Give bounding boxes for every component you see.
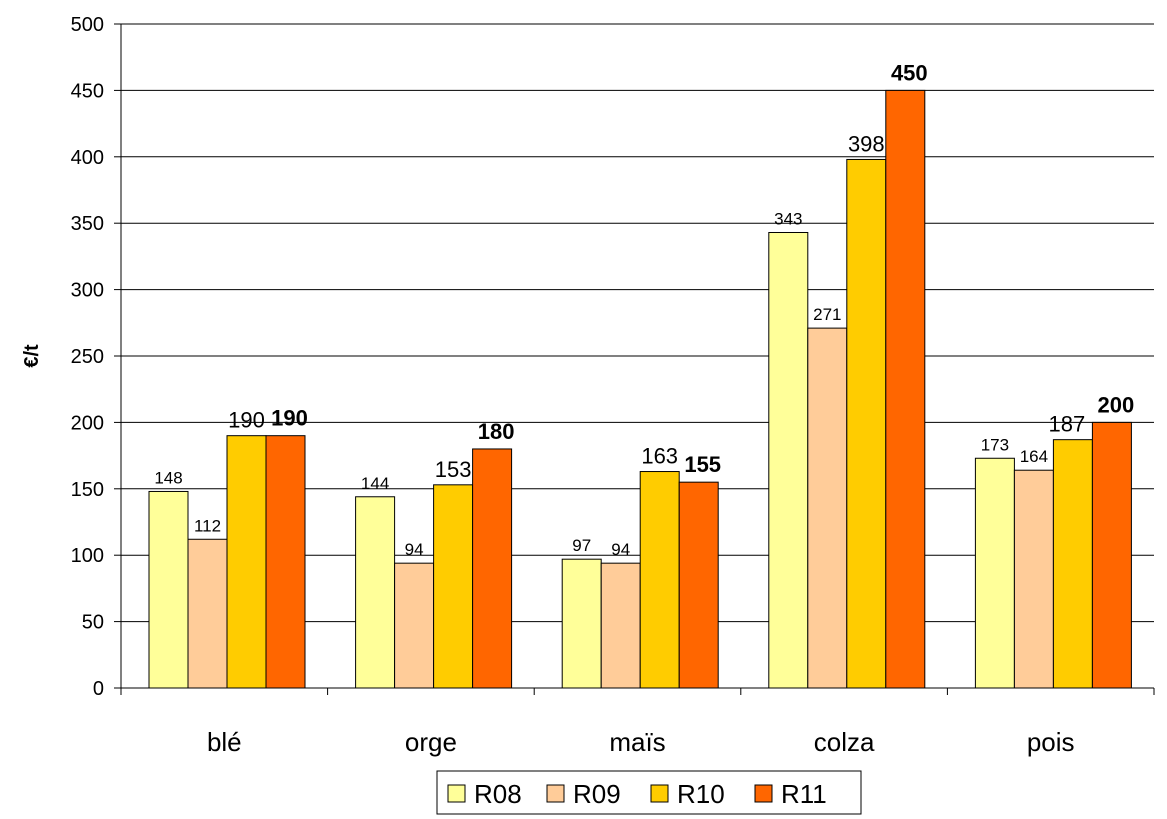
- data-label: 173: [981, 435, 1009, 454]
- y-tick-label: 150: [71, 479, 104, 501]
- data-labels: 148 144 97 343 173 112 94 94 271 164 190 153 163 398 1…: [154, 60, 1134, 559]
- legend-swatch-r08: [447, 784, 466, 803]
- data-label: 398: [848, 131, 885, 156]
- y-tick-label: 50: [82, 612, 104, 634]
- y-tick-label: 500: [71, 14, 104, 36]
- bar-r08: [561, 558, 602, 689]
- bar-r08: [148, 490, 189, 689]
- data-label: 187: [1049, 412, 1086, 437]
- bar-r09: [187, 538, 228, 689]
- y-tick-labels: 0 50 100 150 200 250 300 350 400 450 500: [71, 14, 104, 700]
- x-tick-label: colza: [814, 727, 875, 757]
- y-tick-label: 200: [71, 412, 104, 434]
- y-tick-label: 400: [71, 147, 104, 169]
- y-tick-label: 0: [93, 678, 104, 700]
- legend-label: R09: [573, 779, 621, 809]
- x-tick-label: pois: [1027, 727, 1075, 757]
- data-label: 163: [641, 444, 678, 469]
- bar-r09: [807, 327, 848, 689]
- bar-r10: [1052, 439, 1093, 689]
- data-label: 271: [813, 305, 841, 324]
- bar-r11: [265, 435, 306, 689]
- bar-r11: [678, 481, 719, 689]
- data-label: 144: [361, 474, 389, 493]
- y-tick-label: 350: [71, 213, 104, 235]
- bar-r08: [355, 496, 396, 689]
- legend-swatch-r09: [546, 784, 565, 803]
- data-label: 97: [572, 536, 591, 555]
- bar-r11: [1091, 421, 1132, 689]
- bar-r11: [472, 448, 513, 689]
- y-tick-label: 450: [71, 80, 104, 102]
- bar-r09: [394, 562, 435, 689]
- data-label: 155: [684, 452, 721, 477]
- legend: R08 R09 R10 R11: [436, 770, 862, 815]
- bar-r08: [768, 231, 809, 689]
- y-axis-label: €/t: [21, 344, 43, 368]
- legend-label: R10: [677, 779, 725, 809]
- data-label: 190: [271, 406, 308, 431]
- x-tick-label: blé: [207, 727, 242, 757]
- y-tick-label: 100: [71, 545, 104, 567]
- legend-swatch-r10: [650, 784, 669, 803]
- data-label: 94: [611, 540, 630, 559]
- y-tick-label: 250: [71, 346, 104, 368]
- bar-r09: [1013, 469, 1054, 689]
- legend-label: R11: [781, 779, 827, 809]
- bars: [148, 89, 1132, 689]
- bar-r09: [600, 562, 641, 689]
- x-tick-label: maïs: [609, 727, 665, 757]
- data-label: 190: [228, 408, 265, 433]
- data-label: 148: [154, 468, 182, 487]
- bar-r10: [846, 158, 887, 689]
- bar-r10: [226, 435, 267, 689]
- data-label: 94: [405, 540, 424, 559]
- legend-label: R08: [474, 779, 522, 809]
- data-label: 153: [435, 457, 472, 482]
- bar-r10: [639, 471, 680, 689]
- axes: [114, 23, 1155, 695]
- x-tick-labels: blé orge maïs colza pois: [207, 727, 1075, 757]
- data-label: 164: [1020, 447, 1048, 466]
- bar-r11: [885, 89, 926, 689]
- x-tick-label: orge: [405, 727, 457, 757]
- data-label: 200: [1098, 392, 1135, 417]
- bar-r10: [433, 484, 474, 689]
- data-label: 450: [891, 60, 928, 85]
- legend-swatch-r11: [754, 784, 773, 803]
- data-label: 180: [478, 419, 515, 444]
- y-tick-label: 300: [71, 280, 104, 302]
- data-label: 343: [774, 209, 802, 228]
- bar-r08: [974, 457, 1015, 689]
- legend-box: [436, 770, 862, 815]
- data-label: 112: [194, 516, 221, 535]
